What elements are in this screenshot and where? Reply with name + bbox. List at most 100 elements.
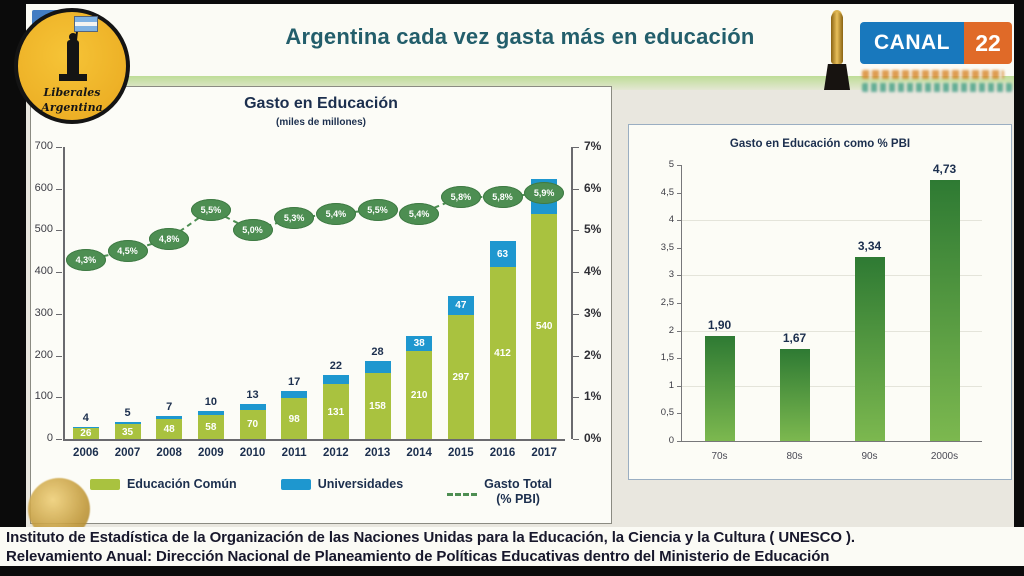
liberales-argentina-logo: Liberales Argentina bbox=[14, 8, 130, 124]
pbi-y-tick-label: 2 bbox=[668, 324, 674, 336]
pbi-y-tick-label: 2,5 bbox=[660, 297, 674, 308]
legend-label: Gasto Total bbox=[484, 477, 553, 491]
pbi-y-tick-label: 5 bbox=[668, 159, 674, 170]
tick-mark bbox=[56, 272, 62, 274]
bar-segment-educacion-comun bbox=[114, 424, 141, 439]
tick-mark bbox=[56, 397, 62, 399]
tick-mark bbox=[677, 303, 682, 304]
pbi-x-axis-label: 80s bbox=[786, 451, 803, 462]
x-axis-year-label: 2017 bbox=[531, 447, 557, 459]
x-axis-year-label: 2009 bbox=[198, 447, 224, 459]
right-axis-tick-label: 5% bbox=[584, 222, 602, 237]
bar-label-universidades: 10 bbox=[204, 395, 217, 408]
bar-segment-universidades bbox=[364, 361, 391, 374]
bar-label-universidades: 22 bbox=[329, 360, 342, 373]
pbi-bar-value-label: 1,67 bbox=[782, 330, 807, 345]
pbi-y-tick-label: 4,5 bbox=[660, 186, 674, 198]
bar-segment-educacion-comun bbox=[156, 418, 183, 439]
tick-mark bbox=[677, 385, 682, 387]
pbi-chart-title: Gasto en Educación como % PBI bbox=[729, 138, 911, 150]
tick-mark bbox=[677, 165, 682, 166]
bar-label-comun: 131 bbox=[327, 406, 345, 418]
source-line-2: Relevamiento Anual: Dirección Nacional d… bbox=[6, 548, 830, 565]
tick-mark bbox=[573, 230, 579, 232]
right-axis-tick-label: 1% bbox=[584, 389, 602, 404]
pbi-y-tick-label: 0 bbox=[668, 435, 674, 446]
bar-label-universidades: 7 bbox=[166, 401, 173, 414]
gridline bbox=[682, 385, 982, 387]
x-axis-year-label: 2015 bbox=[448, 447, 474, 459]
bar-label-comun: 58 bbox=[205, 421, 217, 433]
bar-label-universidades: 5 bbox=[124, 407, 131, 420]
tick-mark bbox=[677, 275, 682, 277]
bar-segment-educacion-comun bbox=[72, 428, 99, 439]
left-axis-tick-label: 700 bbox=[34, 140, 53, 152]
bar-label-universidades: 13 bbox=[246, 389, 259, 402]
x-axis-year-label: 2013 bbox=[364, 447, 391, 459]
bar-label-universidades: 63 bbox=[496, 249, 509, 260]
bar-segment-universidades bbox=[406, 335, 433, 352]
legend-item-educacion-comun: Educación Común bbox=[89, 477, 237, 491]
pbi-x-axis-label: 90s bbox=[861, 451, 878, 462]
bar-label-universidades: 4 bbox=[82, 411, 89, 424]
tick-mark bbox=[677, 358, 682, 360]
left-axis: 700 600 500 400 300 200 100 0 bbox=[31, 140, 62, 444]
bar-segment-universidades bbox=[281, 391, 308, 399]
x-axis-year-label: 2008 bbox=[156, 447, 182, 459]
right-axis: 7% 6% 5% 4% 3% 2% 1% 0% bbox=[571, 139, 613, 445]
pct-marker: 5,0% bbox=[232, 219, 273, 242]
legend-item-gasto-total: Gasto Total (% PBI) bbox=[447, 477, 552, 507]
channel-tagline-blurred-1 bbox=[862, 70, 1004, 79]
bar-segment-universidades bbox=[156, 416, 183, 419]
pbi-y-tick-label: 3,5 bbox=[660, 241, 674, 253]
bar-segment-educacion-comun bbox=[197, 414, 224, 439]
pbi-bar bbox=[704, 336, 735, 441]
channel-logo: CANAL 22 bbox=[820, 8, 1016, 100]
bar-segment-educacion-comun bbox=[406, 351, 433, 439]
left-axis-tick-label: 100 bbox=[34, 390, 53, 403]
legend-item-universidades: Universidades bbox=[280, 477, 404, 491]
bar-segment-universidades bbox=[322, 375, 349, 385]
tick-mark bbox=[573, 272, 579, 274]
right-axis-tick-label: 7% bbox=[584, 139, 602, 153]
tick-mark bbox=[573, 355, 579, 357]
pct-marker: 5,5% bbox=[190, 198, 231, 221]
pbi-y-tick-label: 3 bbox=[668, 269, 674, 281]
pct-marker: 5,3% bbox=[274, 206, 315, 229]
bar-segment-universidades bbox=[447, 295, 474, 316]
canal-22-logo: CANAL 22 bbox=[860, 22, 1012, 64]
bar-segment-educacion-comun bbox=[322, 384, 349, 439]
source-text-strip: Instituto de Estadística de la Organizac… bbox=[0, 527, 1024, 566]
tick-mark bbox=[677, 220, 682, 222]
bar-segment-universidades bbox=[239, 404, 266, 410]
right-axis-tick-label: 6% bbox=[584, 180, 602, 195]
pbi-x-axis-label: 2000s bbox=[930, 451, 959, 462]
legend-label: Universidades bbox=[317, 477, 404, 491]
gridline bbox=[682, 330, 982, 332]
tick-mark bbox=[573, 397, 579, 399]
tick-mark bbox=[56, 230, 62, 232]
bar-segment-universidades bbox=[197, 410, 224, 415]
bar-label-universidades: 17 bbox=[288, 376, 301, 389]
main-chart-panel: Gasto en Educación (miles de millones) 7… bbox=[30, 86, 612, 524]
bar-label-comun: 412 bbox=[494, 348, 511, 360]
gasto-total-dashed-line bbox=[85, 191, 545, 261]
pct-marker: 5,5% bbox=[357, 198, 398, 221]
bar-segment-universidades bbox=[72, 426, 99, 429]
bar-label-universidades: 38 bbox=[413, 338, 425, 350]
pbi-y-tick-label: 1,5 bbox=[660, 352, 674, 364]
gridline bbox=[682, 220, 982, 222]
pbi-bar-value-label: 1,90 bbox=[707, 318, 732, 333]
bar-segment-educacion-comun bbox=[447, 315, 474, 439]
bar-label-comun: 297 bbox=[452, 372, 470, 384]
pbi-bar bbox=[779, 348, 810, 441]
bar-segment-educacion-comun bbox=[531, 213, 558, 439]
legend-swatch-green bbox=[89, 478, 120, 490]
x-axis-year-label: 2014 bbox=[406, 447, 432, 459]
page-title: Argentina cada vez gasta más en educació… bbox=[285, 24, 755, 49]
tick-mark bbox=[573, 147, 579, 148]
bar-segment-educacion-comun bbox=[364, 373, 391, 439]
left-axis-tick-label: 600 bbox=[34, 181, 53, 194]
pbi-bar bbox=[929, 179, 960, 441]
right-axis-tick-label: 4% bbox=[584, 264, 602, 279]
